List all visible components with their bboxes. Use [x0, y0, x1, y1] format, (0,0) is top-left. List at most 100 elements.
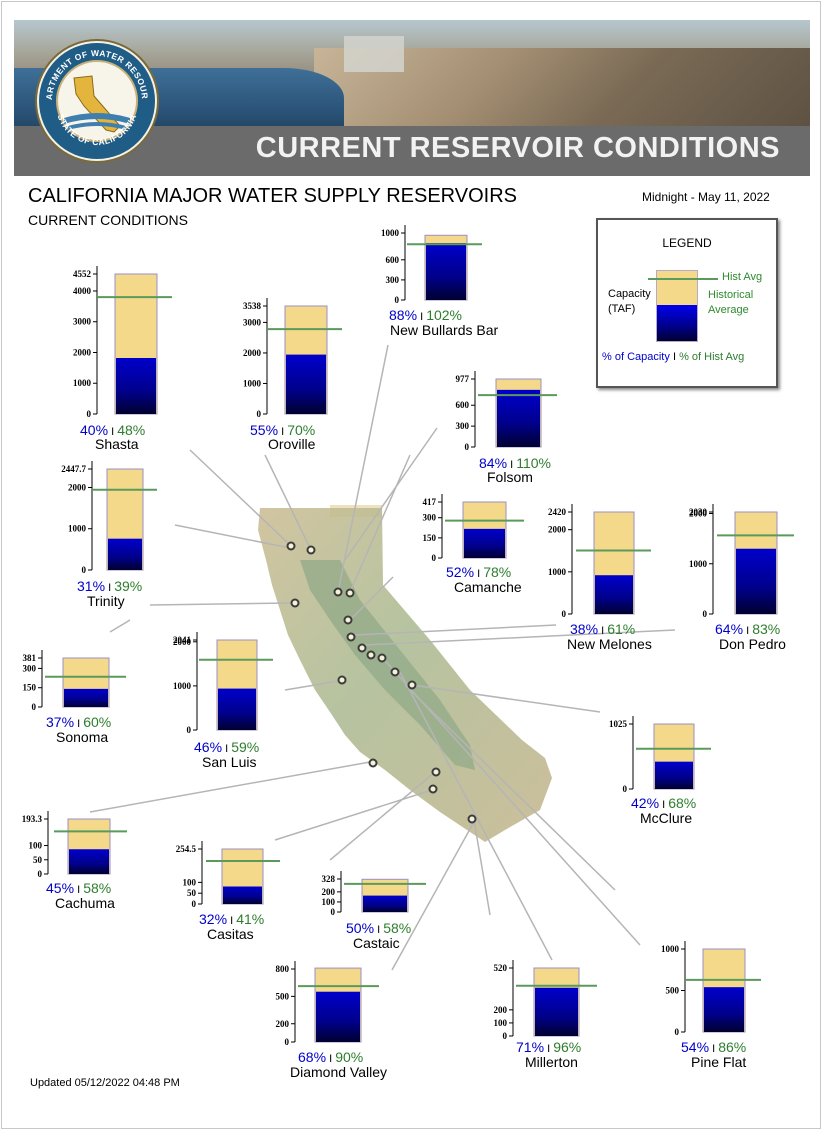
reservoir-name: New Melones — [567, 636, 652, 652]
percent-label: 88% I 102% — [389, 307, 462, 323]
pct-capacity: 46% — [194, 739, 223, 755]
page-title: CALIFORNIA MAJOR WATER SUPPLY RESERVOIRS — [28, 185, 517, 207]
pct-hist-avg: 86% — [718, 1039, 747, 1055]
pct-separator: I — [598, 625, 608, 637]
reservoir-name: Millerton — [525, 1054, 578, 1070]
legend-historical-label: Historical Average — [708, 288, 753, 318]
legend-taf-text: (TAF) — [608, 303, 636, 315]
legend: LEGEND Hist Avg Capacity (TAF) Historica… — [596, 218, 778, 388]
legend-historical-text: Historical — [708, 289, 754, 301]
pct-capacity: 55% — [250, 422, 279, 438]
reservoir-name: Folsom — [487, 469, 533, 485]
pct-capacity: 37% — [46, 714, 75, 730]
pct-separator: I — [74, 718, 84, 730]
pct-hist-avg: 39% — [114, 578, 143, 594]
connector-lines — [89, 344, 676, 971]
reservoir-name: San Luis — [202, 754, 257, 770]
pct-capacity: 40% — [80, 422, 109, 438]
pct-separator: I — [659, 799, 669, 811]
pct-separator: I — [709, 1043, 719, 1055]
central-valley — [300, 560, 475, 770]
pct-hist-avg: 48% — [117, 422, 146, 438]
pct-hist-avg: 58% — [383, 920, 412, 936]
pct-separator: I — [417, 311, 427, 323]
pct-capacity: 52% — [446, 564, 475, 580]
pct-separator: I — [105, 582, 115, 594]
reservoir-name: New Bullards Bar — [390, 322, 499, 338]
dwr-seal-icon: DEPARTMENT OF WATER RESOURCES STATE OF C… — [34, 38, 159, 163]
pct-separator: I — [326, 1053, 336, 1065]
reservoir-name: McClure — [640, 810, 693, 826]
reservoir-name: Trinity — [87, 593, 125, 609]
pct-hist-avg: 70% — [287, 422, 316, 438]
percent-label: 31% I 39% — [77, 578, 142, 594]
reservoir-name: Casitas — [207, 926, 254, 942]
legend-hist-avg-label: Hist Avg — [722, 271, 763, 283]
pct-capacity: 71% — [516, 1039, 545, 1055]
legend-pct-capacity: % of Capacity — [602, 351, 670, 363]
percent-label: 52% I 78% — [446, 564, 511, 580]
legend-capacity-label: Capacity (TAF) — [608, 287, 651, 317]
pct-separator: I — [74, 884, 84, 896]
legend-storage-bar — [657, 305, 697, 341]
percent-label: 38% I 61% — [570, 621, 635, 637]
pct-hist-avg: 60% — [83, 714, 112, 730]
reservoir-name: Castaic — [353, 935, 400, 951]
pct-hist-avg: 78% — [483, 564, 512, 580]
percent-label: 40% I 48% — [80, 422, 145, 438]
legend-hist-avg-line — [648, 278, 718, 280]
header-banner: CURRENT RESERVOIR CONDITIONS DEPARTMENT … — [14, 20, 810, 176]
pct-separator: I — [227, 915, 237, 927]
pct-hist-avg: 110% — [516, 455, 551, 471]
pct-capacity: 84% — [479, 455, 508, 471]
pct-capacity: 38% — [570, 621, 599, 637]
legend-percent-key: % of Capacity I % of Hist Avg — [602, 351, 744, 363]
pct-separator: I — [108, 426, 118, 438]
percent-label: 55% I 70% — [250, 422, 315, 438]
percent-label: 45% I 58% — [46, 880, 111, 896]
pct-separator: I — [374, 924, 384, 936]
pct-capacity: 50% — [346, 920, 375, 936]
pct-hist-avg: 68% — [668, 795, 697, 811]
pct-separator: I — [507, 459, 517, 471]
percent-label: 68% I 90% — [298, 1049, 363, 1065]
legend-capacity-text: Capacity — [608, 288, 651, 300]
reservoir-name: Diamond Valley — [290, 1064, 388, 1080]
pct-capacity: 64% — [715, 621, 744, 637]
pct-hist-avg: 96% — [553, 1039, 582, 1055]
percent-label: 37% I 60% — [46, 714, 111, 730]
pct-capacity: 42% — [631, 795, 660, 811]
pct-separator: I — [544, 1043, 554, 1055]
reservoir-name: Shasta — [95, 436, 139, 452]
pct-hist-avg: 58% — [83, 880, 112, 896]
reservoir-name: Cachuma — [55, 895, 115, 911]
pct-separator: I — [222, 743, 232, 755]
percent-label: 42% I 68% — [631, 795, 696, 811]
legend-average-text: Average — [708, 304, 749, 316]
header-dam — [344, 36, 404, 72]
pct-capacity: 68% — [298, 1049, 327, 1065]
percent-label: 64% I 83% — [715, 621, 780, 637]
pct-capacity: 54% — [681, 1039, 710, 1055]
pct-capacity: 32% — [199, 911, 228, 927]
header-title: CURRENT RESERVOIR CONDITIONS — [255, 132, 780, 164]
pct-hist-avg: 59% — [231, 739, 260, 755]
updated-timestamp: Updated 05/12/2022 04:48 PM — [30, 1077, 180, 1089]
legend-pct-hist: % of Hist Avg — [679, 351, 745, 363]
pct-separator: I — [474, 568, 484, 580]
percent-label: 84% I 110% — [479, 455, 551, 471]
pct-capacity: 88% — [389, 307, 418, 323]
pct-hist-avg: 90% — [335, 1049, 364, 1065]
reservoir-name: Camanche — [454, 579, 522, 595]
percent-label: 46% I 59% — [194, 739, 259, 755]
data-timestamp: Midnight - May 11, 2022 — [642, 190, 770, 204]
pct-hist-avg: 102% — [426, 307, 463, 323]
pct-capacity: 31% — [77, 578, 106, 594]
pct-separator: I — [743, 625, 753, 637]
legend-title: LEGEND — [662, 236, 712, 250]
pct-capacity: 45% — [46, 880, 75, 896]
reservoir-name: Pine Flat — [691, 1054, 747, 1070]
pct-hist-avg: 41% — [236, 911, 265, 927]
